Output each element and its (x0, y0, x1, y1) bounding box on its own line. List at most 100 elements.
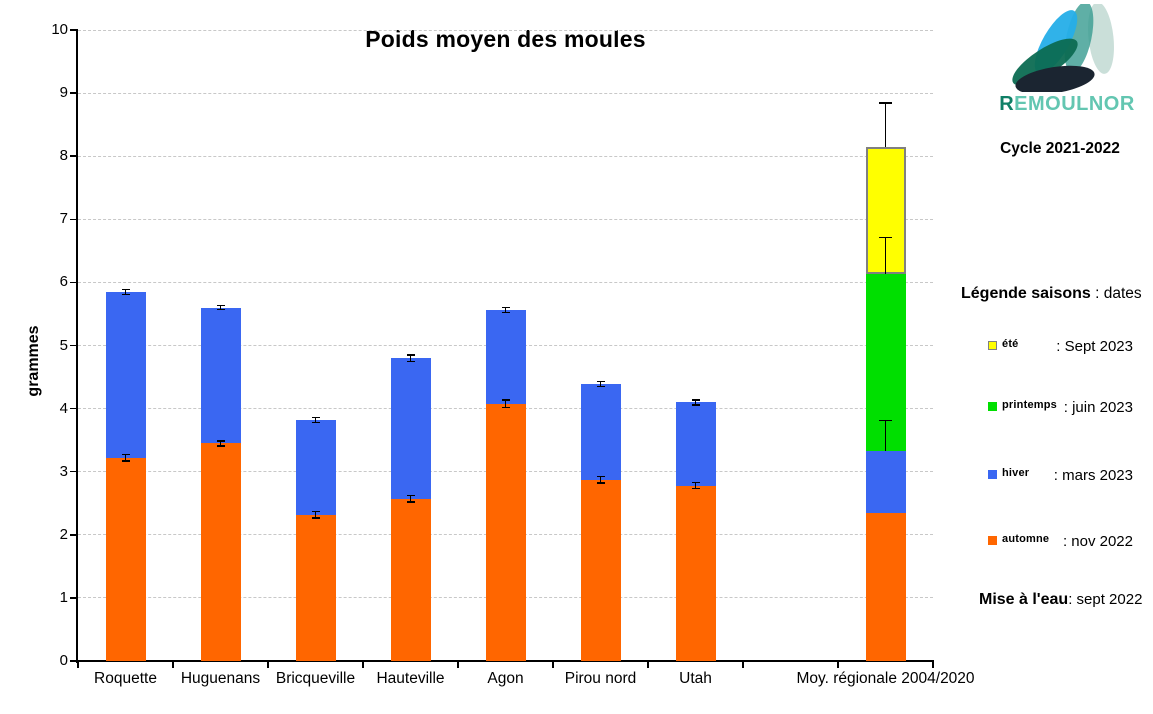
bar-segment-hiver-Moy. régionale 2004/2020 (865, 450, 906, 513)
y-tick-mark (70, 344, 78, 347)
legend-item-automne: automne : nov 2022 (988, 533, 1133, 550)
error-whisker-line (884, 420, 887, 451)
legend-item-printemps: printemps : juin 2023 (988, 399, 1133, 416)
y-axis-line (76, 30, 78, 663)
error-whisker-cap-top (691, 399, 700, 401)
y-tick-label: 5 (59, 336, 68, 354)
legend-heading: Légende saisons : dates (961, 285, 1142, 302)
error-whisker-cap-bottom (691, 487, 700, 490)
error-whisker-line (884, 103, 887, 147)
error-whisker-cap-top (879, 236, 892, 239)
legend-label: automne (1002, 533, 1050, 545)
y-tick-mark (70, 29, 78, 31)
bar-segment-hiver-Utah (675, 402, 716, 486)
y-tick-label: 6 (59, 273, 68, 291)
x-tick-mark (837, 661, 839, 668)
error-whisker-cap-bottom (406, 360, 415, 363)
été-swatch-icon (988, 341, 997, 350)
error-whisker-line (314, 417, 317, 423)
error-whisker-cap-bottom (501, 311, 510, 314)
y-tick-mark (70, 281, 78, 284)
legend-item-été: été: Sept 2023 (988, 338, 1133, 355)
bar-segment-automne-Pirou nord (580, 479, 621, 661)
error-whisker-line (409, 354, 412, 362)
gridline (78, 281, 933, 283)
error-whisker-cap-top (216, 304, 225, 307)
bar-segment-hiver-Hauteville (390, 358, 431, 499)
x-tick-mark (267, 661, 269, 668)
error-whisker-cap-top (879, 102, 892, 104)
error-whisker-cap-bottom (311, 421, 320, 424)
cycle-label: Cycle 2021-2022 (1000, 140, 1120, 157)
printemps-swatch-icon (988, 402, 997, 411)
legend-key: automne (988, 533, 1049, 545)
y-tick-label: 3 (59, 462, 68, 480)
legend: été: Sept 2023 printemps: juin 2023 hiver:… (988, 330, 1133, 560)
bar-segment-hiver-Pirou nord (580, 383, 621, 480)
bar-segment-automne-Utah (675, 485, 716, 661)
x-axis-label-Utah: Utah (679, 670, 712, 687)
y-tick-label: 7 (59, 210, 68, 228)
error-whisker-line (694, 399, 697, 405)
y-tick-mark (70, 407, 78, 410)
x-axis-label-Hauteville: Hauteville (376, 670, 445, 687)
error-whisker-line (124, 289, 127, 295)
remoulnor-wordmark: REMOULNOR (999, 93, 1135, 115)
legend-date: : nov 2022 (1062, 533, 1133, 550)
legend-date: : Sept 2023 (1056, 338, 1133, 355)
error-whisker-cap-bottom (216, 445, 225, 447)
x-tick-mark (362, 661, 364, 668)
x-axis-label-Huguenans: Huguenans (180, 670, 261, 687)
x-tick-mark (457, 661, 459, 668)
gridline (78, 29, 933, 31)
y-tick-mark (70, 218, 78, 221)
error-whisker-cap-bottom (596, 385, 605, 388)
y-tick-label: 4 (59, 399, 68, 417)
plot-area: 0 1 2 3 4 5 6 7 8 9 10 Roquette Huguenans Bricquevill… (51, 21, 974, 687)
legend-date: : juin 2023 (1063, 399, 1133, 416)
error-whisker-cap-top (501, 399, 510, 401)
legend-key: printemps (988, 399, 1057, 411)
error-whisker-line (314, 511, 317, 518)
bar-segment-automne-Hauteville (390, 498, 431, 661)
remoulnor-logo-icon (1012, 1, 1114, 95)
error-whisker-line (504, 399, 507, 408)
y-tick-label: 1 (59, 588, 68, 606)
mise-a-leau-row: Mise à l'eau : sept 2022 (979, 591, 1142, 609)
error-whisker-cap-top (216, 440, 225, 442)
error-whisker-cap-bottom (216, 308, 225, 311)
error-whisker-cap-bottom (596, 482, 605, 484)
x-tick-mark (552, 661, 554, 668)
error-whisker-cap-top (596, 380, 605, 383)
error-whisker-cap-top (311, 416, 320, 419)
error-whisker-line (409, 495, 412, 502)
x-tick-mark (932, 661, 934, 668)
error-whisker-cap-top (879, 419, 892, 422)
legend-date: : mars 2023 (1053, 467, 1133, 484)
x-tick-mark (742, 661, 744, 668)
error-whisker-cap-bottom (406, 501, 415, 503)
remoulnor-logo: REMOULNOR (982, 1, 1152, 116)
automne-swatch-icon (988, 536, 997, 545)
y-tick-mark (70, 155, 78, 157)
error-whisker-line (124, 454, 127, 461)
error-whisker-line (219, 440, 222, 446)
x-tick-mark (77, 661, 79, 668)
x-tick-mark (647, 661, 649, 668)
bar-segment-automne-Moy. régionale 2004/2020 (865, 512, 906, 661)
bar-segment-hiver-Agon (485, 310, 526, 404)
gridline (78, 155, 933, 157)
error-whisker-cap-bottom (691, 404, 700, 406)
bar-segment-hiver-Bricqueville (295, 419, 336, 515)
error-whisker-line (599, 476, 602, 484)
x-axis-label-Agon: Agon (487, 670, 524, 687)
y-tick-mark (70, 92, 78, 94)
error-whisker-line (884, 237, 887, 274)
gridline (78, 92, 933, 94)
x-axis-label-Roquette: Roquette (94, 670, 157, 687)
error-whisker-line (504, 307, 507, 313)
mise-a-leau-label: Mise à l'eau (979, 591, 1069, 608)
error-whisker-line (219, 305, 222, 310)
x-axis-line (76, 660, 934, 662)
